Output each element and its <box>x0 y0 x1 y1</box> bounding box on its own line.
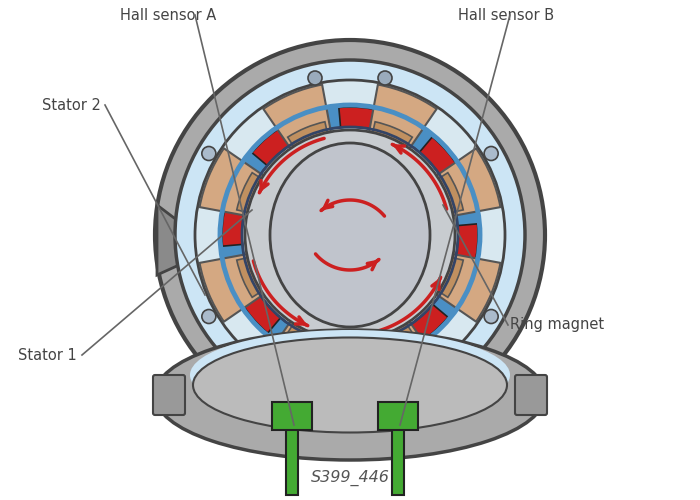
Wedge shape <box>263 318 332 386</box>
Wedge shape <box>237 258 262 298</box>
Wedge shape <box>419 137 461 181</box>
Ellipse shape <box>190 330 510 420</box>
Wedge shape <box>222 202 246 246</box>
Wedge shape <box>263 84 332 152</box>
Wedge shape <box>368 84 437 152</box>
Ellipse shape <box>155 330 545 460</box>
Text: Ring magnet: Ring magnet <box>510 318 604 332</box>
Wedge shape <box>368 318 437 386</box>
Wedge shape <box>454 224 478 268</box>
FancyBboxPatch shape <box>286 423 298 495</box>
Circle shape <box>220 105 480 365</box>
Wedge shape <box>404 304 448 346</box>
Wedge shape <box>237 172 262 212</box>
Text: Stator 2: Stator 2 <box>42 98 101 112</box>
Wedge shape <box>433 148 500 216</box>
Wedge shape <box>438 172 463 212</box>
Text: Hall sensor B: Hall sensor B <box>458 8 554 22</box>
FancyBboxPatch shape <box>392 423 404 495</box>
Wedge shape <box>339 107 383 130</box>
Ellipse shape <box>193 338 507 432</box>
Wedge shape <box>372 122 412 148</box>
Circle shape <box>378 71 392 85</box>
Wedge shape <box>433 254 500 322</box>
Circle shape <box>202 146 216 160</box>
Text: Stator 1: Stator 1 <box>18 348 77 362</box>
Circle shape <box>175 60 525 410</box>
Wedge shape <box>288 122 328 148</box>
Circle shape <box>484 310 498 324</box>
Wedge shape <box>199 254 267 322</box>
Wedge shape <box>288 322 328 348</box>
Wedge shape <box>199 148 267 216</box>
Ellipse shape <box>270 143 430 327</box>
Circle shape <box>242 127 458 343</box>
FancyBboxPatch shape <box>153 375 185 415</box>
Wedge shape <box>252 124 296 166</box>
Wedge shape <box>438 258 463 298</box>
Wedge shape <box>317 340 361 363</box>
Circle shape <box>155 40 545 430</box>
Circle shape <box>202 310 216 324</box>
FancyBboxPatch shape <box>378 402 418 430</box>
Text: S399_446: S399_446 <box>311 470 389 486</box>
FancyBboxPatch shape <box>272 402 312 430</box>
Wedge shape <box>372 322 412 348</box>
Polygon shape <box>157 205 190 275</box>
FancyBboxPatch shape <box>515 375 547 415</box>
Circle shape <box>484 146 498 160</box>
Wedge shape <box>239 289 281 333</box>
Circle shape <box>195 80 505 390</box>
Text: Hall sensor A: Hall sensor A <box>120 8 216 22</box>
Circle shape <box>245 130 455 340</box>
Circle shape <box>308 71 322 85</box>
